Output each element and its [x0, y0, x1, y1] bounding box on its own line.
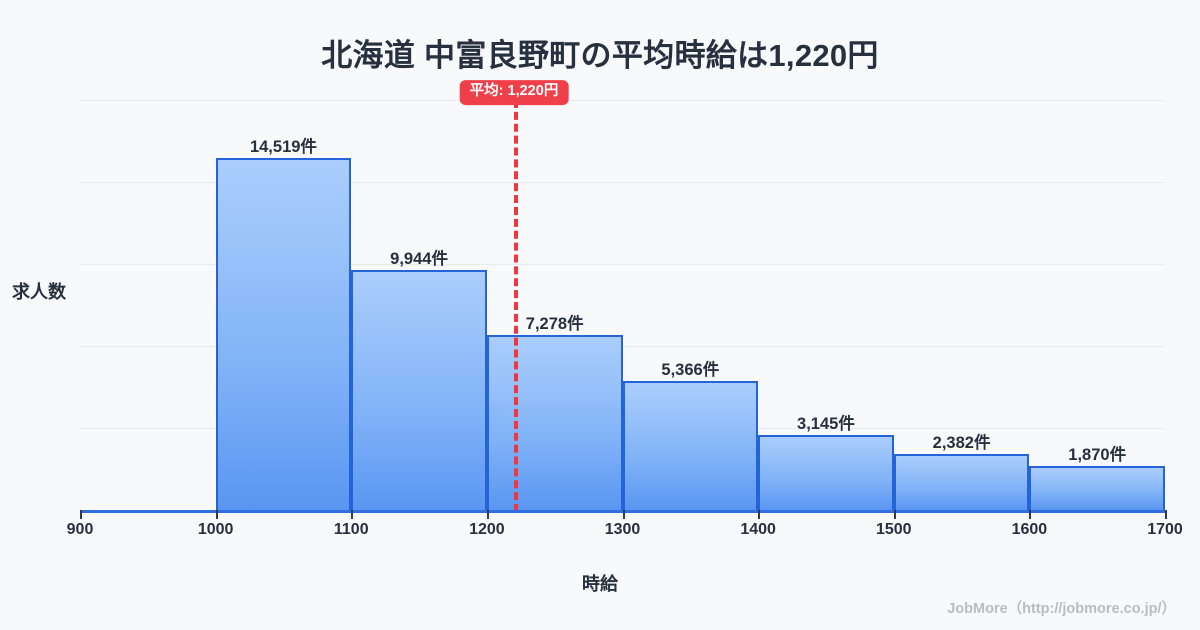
- x-axis-tick: [80, 510, 82, 519]
- x-axis-tick: [486, 510, 489, 519]
- bar: [893, 453, 1030, 512]
- x-axis-tick-label: 1100: [333, 521, 369, 538]
- x-axis-tick-label: 1500: [875, 521, 912, 538]
- average-badge: 平均: 1,220円: [459, 80, 569, 105]
- bar: [758, 435, 894, 512]
- footer-credit: JobMore（http://jobmore.co.jp/）: [947, 601, 1176, 617]
- bar: [1029, 466, 1165, 512]
- x-axis-tick: [893, 510, 896, 519]
- x-axis-tick: [351, 510, 354, 519]
- x-axis-tick: [622, 510, 625, 519]
- y-axis-title: 求人数: [12, 282, 66, 302]
- x-axis-tick: [1029, 510, 1032, 519]
- x-axis-tick-label: 1600: [1011, 521, 1048, 538]
- x-axis-tick: [215, 510, 218, 519]
- x-axis-tick-label: 1400: [740, 521, 776, 538]
- average-line: [514, 100, 518, 512]
- bar-value-label: 1,870件: [1068, 446, 1127, 465]
- bar: [486, 334, 623, 512]
- bar-value-label: 3,145件: [797, 415, 855, 434]
- gridline: [80, 264, 1165, 265]
- bar: [351, 269, 487, 512]
- bar-value-label: 9,944件: [390, 249, 448, 268]
- x-axis-tick-label: 1700: [1147, 521, 1183, 538]
- x-axis-title: 時給: [582, 574, 618, 594]
- bar-value-label: 14,519件: [249, 138, 317, 157]
- page-title: 北海道 中富良野町の平均時給は1,220円: [321, 38, 879, 73]
- x-axis-tick: [1165, 510, 1167, 519]
- x-axis-tick-label: 1200: [469, 521, 505, 538]
- gridline: [80, 100, 1165, 101]
- bar-value-label: 7,278件: [525, 314, 584, 333]
- x-axis-tick-label: 1000: [197, 521, 234, 538]
- bar-value-label: 2,382件: [932, 433, 991, 452]
- gridline: [80, 346, 1165, 347]
- x-axis-tick: [758, 510, 761, 519]
- chart-plot-area: 14,519件 9,944件 7,278件 5,366件 3,145件 2,382件 1,8…: [80, 100, 1165, 512]
- bar-value-label: 5,366件: [661, 361, 720, 380]
- x-axis-tick-label: 900: [66, 521, 94, 538]
- x-axis-tick-label: 1300: [604, 521, 641, 538]
- gridline: [80, 182, 1165, 183]
- bars-layer: 14,519件 9,944件 7,278件 5,366件 3,145件 2,382件 1,8…: [80, 100, 1165, 512]
- bar: [215, 158, 352, 512]
- bar: [622, 381, 759, 512]
